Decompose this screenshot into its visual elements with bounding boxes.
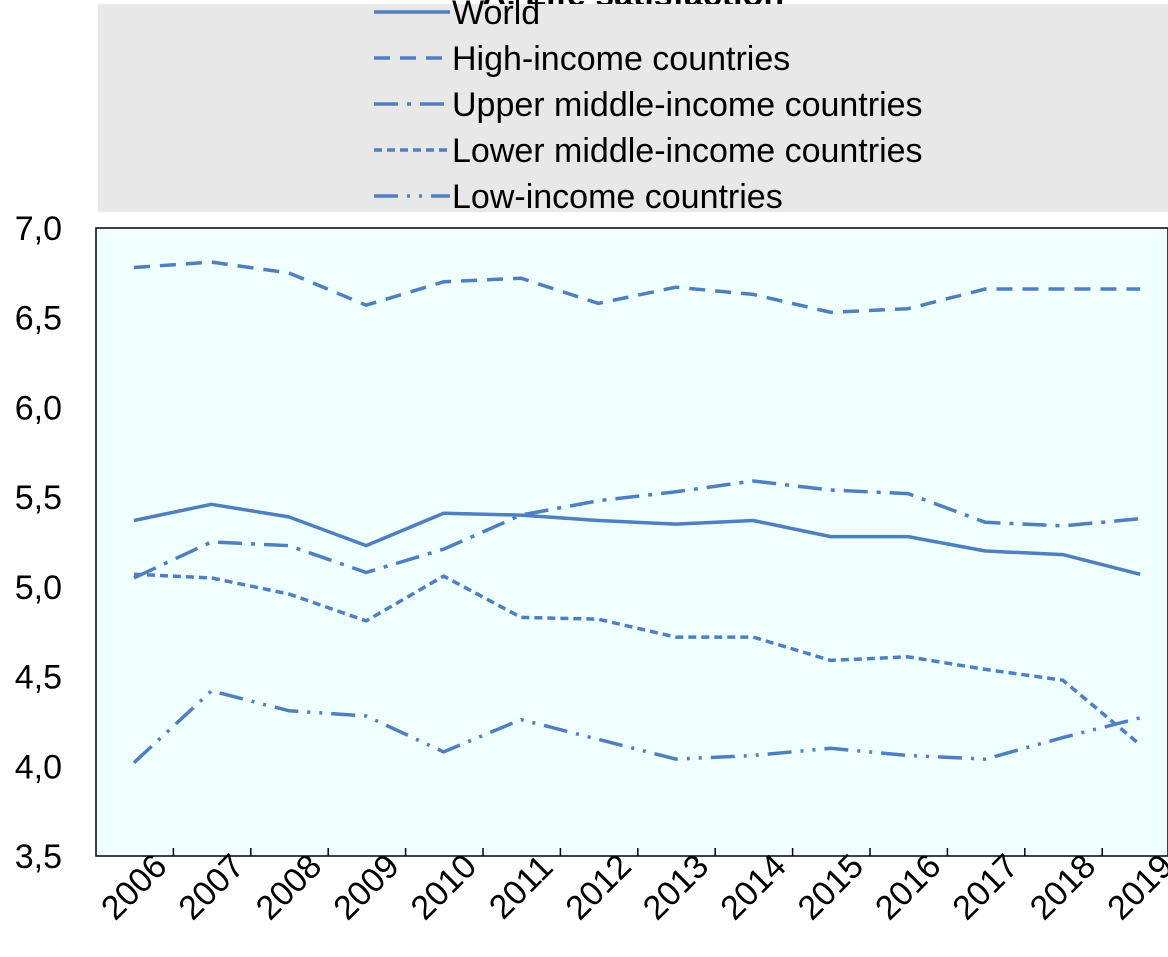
x-tick-label: 2019 <box>1100 847 1168 927</box>
y-tick-label: 6,0 <box>15 389 62 427</box>
y-tick-label: 4,0 <box>15 748 62 786</box>
y-tick-label: 5,0 <box>15 569 62 607</box>
series-line-upper-middle-income-countries <box>133 479 1141 580</box>
y-tick-label: 6,5 <box>15 300 62 338</box>
x-tick-label: 2012 <box>558 847 638 927</box>
series-line-lower-middle-income-countries <box>133 572 1142 747</box>
x-tick-label: 2010 <box>404 847 484 927</box>
x-tick-label: 2009 <box>326 847 406 927</box>
x-tick-label: 2017 <box>945 847 1025 927</box>
series-line-world <box>133 502 1141 576</box>
plot-area <box>95 227 1168 857</box>
x-tick-label: 2011 <box>482 848 561 927</box>
series-line-high-income-countries <box>133 260 1141 315</box>
x-tick-label: 2006 <box>94 847 174 927</box>
x-tick-label: 2008 <box>249 847 329 927</box>
x-tick-label: 2014 <box>713 847 793 927</box>
legend-label: High-income countries <box>452 40 790 78</box>
series-line-low-income-countries <box>132 689 1141 764</box>
legend-label: Lower middle-income countries <box>452 132 923 170</box>
x-tick-label: 2018 <box>1023 847 1103 927</box>
legend-label: Low-income countries <box>452 178 783 216</box>
x-tick-label: 2015 <box>791 847 871 927</box>
y-tick-label: 3,5 <box>15 838 62 876</box>
y-tick-label: 4,5 <box>15 659 62 697</box>
legend-box <box>98 4 1168 212</box>
y-tick-label: 5,5 <box>15 479 62 517</box>
legend: World High-income countries Upper middle-i… <box>374 0 923 216</box>
legend-label: Upper middle-income countries <box>452 86 923 124</box>
series-layer <box>132 260 1142 764</box>
x-tick-label: 2016 <box>868 847 948 927</box>
x-tick-label: 2013 <box>636 847 716 927</box>
x-tick-label: 2007 <box>171 847 251 927</box>
legend-label: World <box>452 0 540 32</box>
y-tick-label: 7,0 <box>15 210 62 248</box>
